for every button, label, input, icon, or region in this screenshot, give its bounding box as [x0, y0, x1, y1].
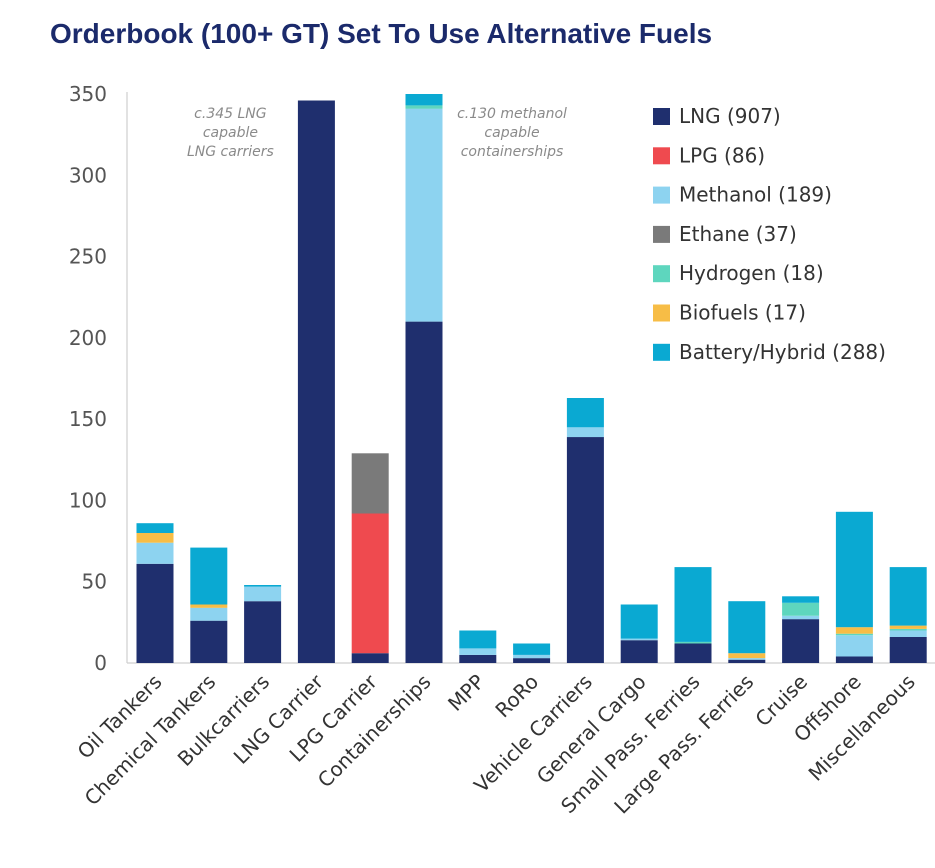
y-tick-label: 250: [69, 245, 107, 269]
bar-segment-containerships-lng: [405, 321, 443, 663]
bar-segment-large-pass-ferries-methanol: [728, 658, 766, 660]
annotation-line: c.345 LNG: [194, 106, 267, 122]
bar-segment-miscellaneous-methanol: [889, 630, 927, 637]
legend-label-ethane: Ethane (37): [679, 222, 797, 246]
bar-segment-lpg-carrier-lng: [351, 653, 389, 663]
legend-label-biofuels: Biofuels (17): [679, 301, 806, 325]
bar-segment-general-cargo-lng: [620, 640, 658, 663]
legend: LNG (907) LPG (86) Methanol (189) Ethane (3…: [653, 104, 886, 364]
bar-segment-chemical-tankers-lng: [190, 620, 228, 663]
bar-segment-vehicle-carriers-battery-hybrid: [566, 398, 604, 428]
bar-segment-lng-carrier-lng: [297, 100, 335, 663]
legend-swatch-biofuels: [653, 304, 670, 322]
bar-segment-small-pass-ferries-battery-hybrid: [674, 567, 712, 642]
legend-label-battery-hybrid: Battery/Hybrid (288): [679, 340, 886, 364]
legend-label-methanol: Methanol (189): [679, 183, 832, 207]
bar-segment-large-pass-ferries-battery-hybrid: [728, 601, 766, 654]
bar-segment-mpp-methanol: [459, 648, 497, 655]
legend-label-lng: LNG (907): [679, 104, 781, 128]
bar-segment-cruise-methanol: [782, 615, 820, 620]
y-tick-label: 200: [69, 326, 107, 350]
y-tick-label: 50: [82, 570, 107, 594]
bar-segment-mpp-battery-hybrid: [459, 630, 497, 649]
legend-swatch-methanol: [653, 186, 670, 204]
bar-segment-general-cargo-methanol: [620, 638, 658, 641]
bar-segment-offshore-battery-hybrid: [835, 511, 873, 628]
bar-segment-bulkcarriers-lng: [244, 601, 282, 663]
bar-segment-miscellaneous-biofuels: [889, 625, 927, 629]
legend-swatch-hydrogen: [653, 265, 670, 283]
bar-segment-miscellaneous-battery-hybrid: [889, 567, 927, 626]
bar-segment-offshore-methanol: [835, 635, 873, 657]
bar-segment-bulkcarriers-battery-hybrid: [244, 585, 282, 587]
legend-label-lpg: LPG (86): [679, 143, 765, 167]
annotations: c.345 LNG capable LNG carriers c.130 methan…: [187, 106, 567, 160]
y-tick-label: 300: [69, 163, 107, 187]
bar-segment-vehicle-carriers-lng: [566, 437, 604, 663]
bar-segment-offshore-biofuels: [835, 627, 873, 634]
bar-segment-roro-methanol: [513, 654, 551, 659]
bar-segment-containerships-hydrogen: [405, 105, 443, 109]
annotation-line: LNG carriers: [187, 144, 274, 160]
annotation-line: c.130 methanol: [457, 106, 567, 122]
y-tick-label: 100: [69, 488, 107, 512]
bar-segment-cruise-lng: [782, 619, 820, 663]
legend-swatch-ethane: [653, 225, 670, 243]
y-tick-label: 0: [94, 651, 107, 675]
bar-segment-cruise-hydrogen: [782, 602, 820, 616]
bar-segment-bulkcarriers-methanol: [244, 586, 282, 602]
chart-title: Orderbook (100+ GT) Set To Use Alternati…: [50, 18, 713, 49]
bar-segment-large-pass-ferries-lng: [728, 659, 766, 663]
annotation-line: capable: [203, 125, 258, 141]
annotation-line: containerships: [461, 144, 564, 160]
bar-segment-cruise-battery-hybrid: [782, 596, 820, 603]
bar-segment-lpg-carrier-lpg: [351, 513, 389, 654]
legend-swatch-lng: [653, 108, 670, 125]
bar-segment-offshore-lng: [835, 656, 873, 663]
y-tick-label: 350: [69, 82, 107, 106]
bar-segment-vehicle-carriers-methanol: [566, 427, 604, 438]
bar-segment-containerships-battery-hybrid: [405, 94, 443, 106]
annotation-line: capable: [484, 125, 539, 141]
bar-segment-oil-tankers-methanol: [136, 542, 174, 564]
bar-segment-oil-tankers-battery-hybrid: [136, 523, 174, 533]
legend-swatch-lpg: [653, 147, 670, 165]
bar-segment-chemical-tankers-battery-hybrid: [190, 547, 228, 605]
bar-segment-roro-battery-hybrid: [513, 643, 551, 655]
bar-segment-miscellaneous-lng: [889, 637, 927, 663]
category-label-mpp: MPP: [443, 670, 489, 716]
bar-segment-miscellaneous-hydrogen: [889, 628, 927, 631]
bar-segment-roro-lng: [513, 658, 551, 663]
bar-segment-large-pass-ferries-biofuels: [728, 653, 766, 659]
bar-segment-small-pass-ferries-lng: [674, 643, 712, 663]
bar-segment-mpp-lng: [459, 654, 497, 663]
bar-segment-containerships-methanol: [405, 108, 443, 322]
bar-segment-general-cargo-battery-hybrid: [620, 604, 658, 639]
bar-segment-chemical-tankers-methanol: [190, 607, 228, 621]
legend-label-hydrogen: Hydrogen (18): [679, 261, 824, 285]
bar-segment-chemical-tankers-biofuels: [190, 604, 228, 608]
bar-segment-offshore-hydrogen: [835, 633, 873, 636]
bar-segment-lpg-carrier-ethane: [351, 453, 389, 514]
bars: [136, 94, 927, 663]
y-tick-label: 150: [69, 407, 107, 431]
bar-segment-oil-tankers-lng: [136, 563, 174, 663]
bar-segment-small-pass-ferries-hydrogen: [674, 641, 712, 644]
bar-segment-oil-tankers-biofuels: [136, 532, 174, 543]
legend-swatch-battery-hybrid: [653, 343, 670, 361]
